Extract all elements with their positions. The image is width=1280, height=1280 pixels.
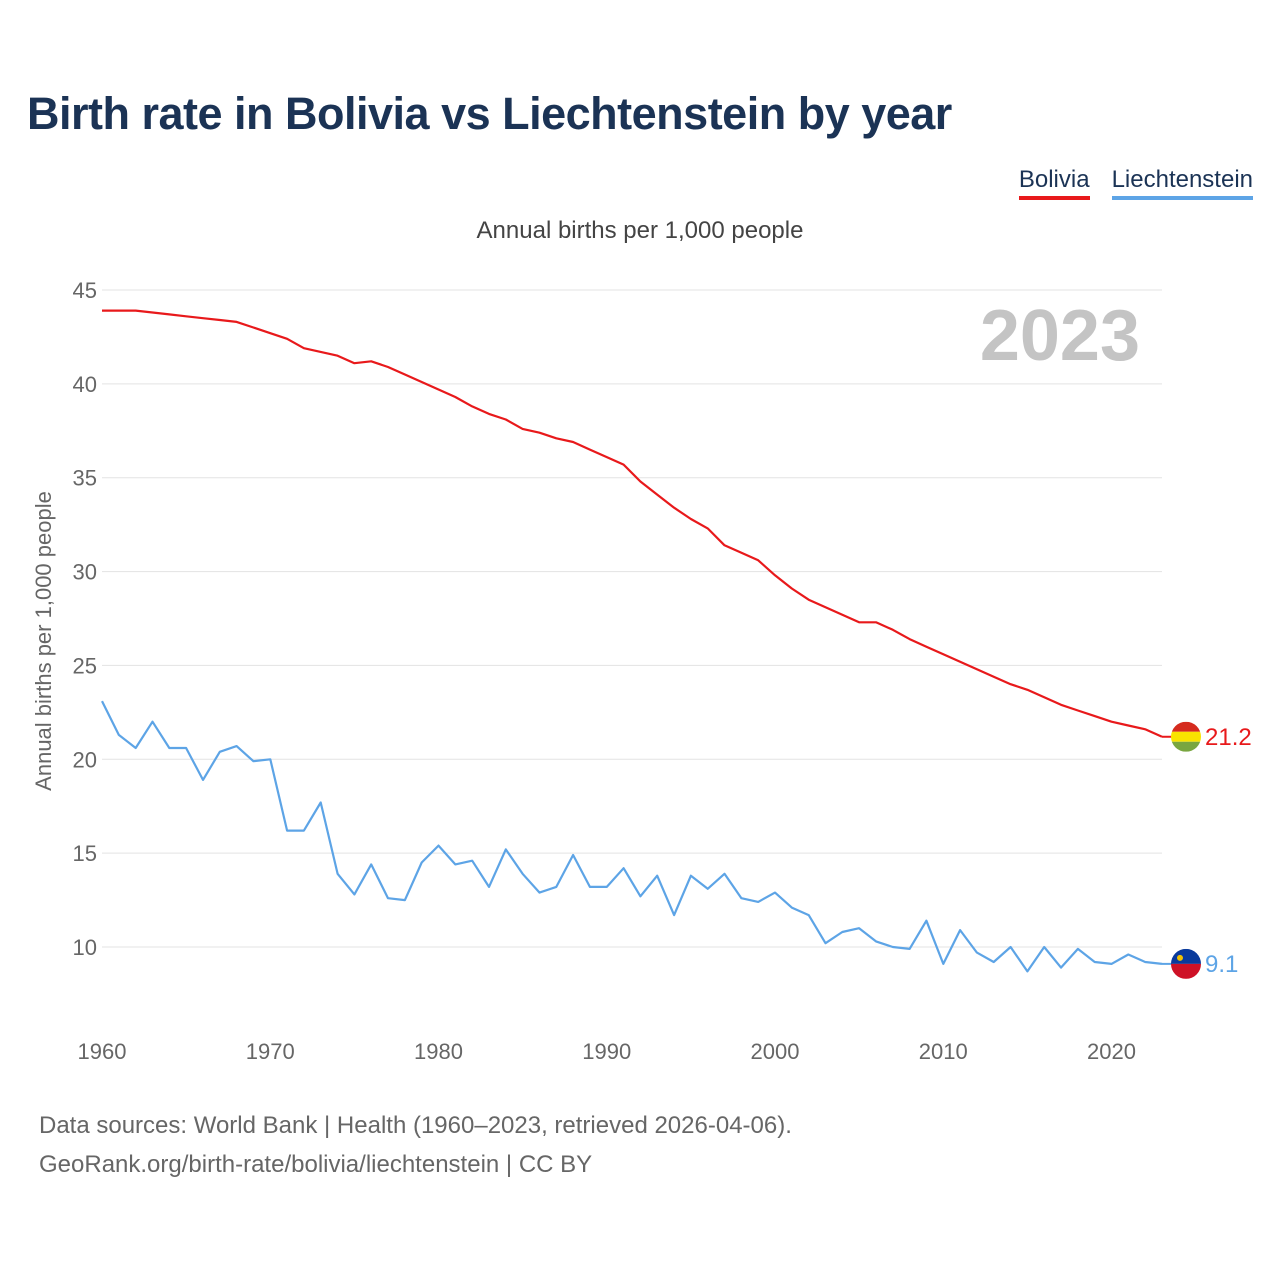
y-axis-ticks: 10 15 20 25 30 35 40 45 xyxy=(73,278,97,960)
legend: Bolivia Liechtenstein xyxy=(1018,166,1253,200)
y-tick-label: 10 xyxy=(73,935,97,960)
gridlines xyxy=(102,289,1162,948)
flag-bolivia-icon xyxy=(1171,721,1201,752)
x-tick-label: 2010 xyxy=(919,1039,968,1064)
end-value-liechtenstein: 9.1 xyxy=(1205,951,1238,978)
series-end-labels: 21.2 9.1 xyxy=(1162,721,1252,979)
chart-subtitle: Annual births per 1,000 people xyxy=(476,217,804,244)
y-tick-label: 45 xyxy=(73,278,97,303)
y-tick-label: 25 xyxy=(73,653,97,678)
source-line-2[interactable]: GeoRank.org/birth-rate/bolivia/liechtens… xyxy=(39,1151,593,1178)
line-chart: 2023 10 15 20 25 30 35 40 45 1960 1970 1980 1990 20… xyxy=(31,278,1252,1064)
x-tick-label: 1990 xyxy=(582,1039,631,1064)
x-axis-ticks: 1960 1970 1980 1990 2000 2010 2020 xyxy=(78,1039,1136,1064)
y-tick-label: 35 xyxy=(73,466,97,491)
chart-title: Birth rate in Bolivia vs Liechtenstein b… xyxy=(27,88,952,139)
x-tick-label: 1960 xyxy=(78,1039,127,1064)
y-tick-label: 40 xyxy=(73,372,97,397)
legend-item-liechtenstein[interactable]: Liechtenstein xyxy=(1111,166,1253,200)
y-tick-label: 30 xyxy=(73,560,97,585)
x-tick-label: 2020 xyxy=(1087,1039,1136,1064)
flag-liechtenstein-icon xyxy=(1171,948,1201,979)
y-axis-label: Annual births per 1,000 people xyxy=(31,491,56,791)
x-tick-label: 1970 xyxy=(246,1039,295,1064)
series-line-liechtenstein[interactable] xyxy=(101,700,1163,973)
end-value-bolivia: 21.2 xyxy=(1205,724,1252,751)
y-tick-label: 20 xyxy=(73,747,97,772)
source-note: Data sources: World Bank | Health (1960–… xyxy=(39,1106,792,1184)
x-tick-label: 2000 xyxy=(751,1039,800,1064)
y-tick-label: 15 xyxy=(73,841,97,866)
legend-item-bolivia[interactable]: Bolivia xyxy=(1018,166,1090,200)
source-line-1: Data sources: World Bank | Health (1960–… xyxy=(39,1112,792,1139)
series-lines xyxy=(101,309,1163,973)
series-line-bolivia[interactable] xyxy=(102,309,1163,738)
year-watermark: 2023 xyxy=(980,296,1140,376)
x-tick-label: 1980 xyxy=(414,1039,463,1064)
